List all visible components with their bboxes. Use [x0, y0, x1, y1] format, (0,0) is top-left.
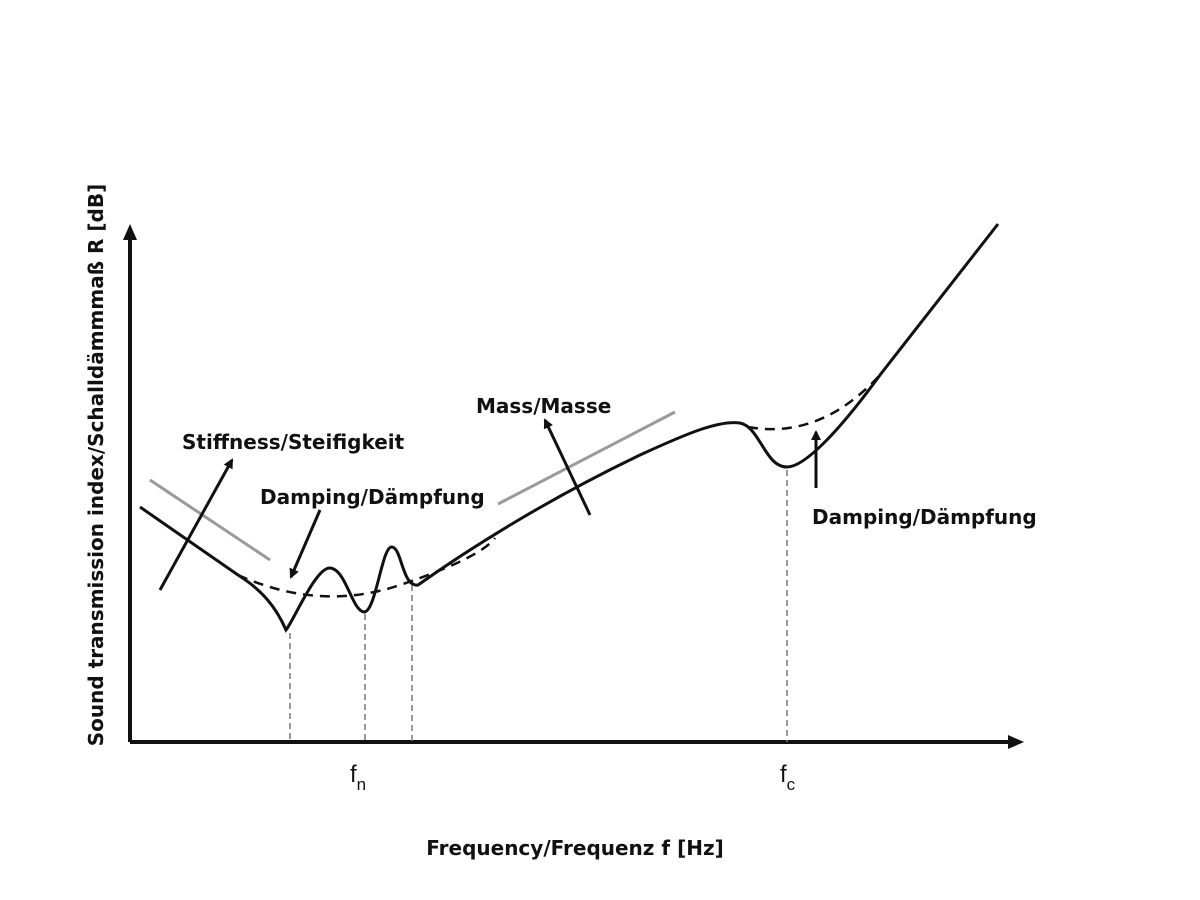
damped-curve-coincidence: [747, 374, 881, 431]
stiffness-arrow: [158, 458, 234, 591]
fc-subscript: c: [787, 775, 796, 794]
damping-left-arrow: [289, 509, 322, 579]
fc-marker: fc: [780, 761, 796, 794]
fn-base: f: [350, 761, 357, 788]
stiffness-guide-line: [149, 478, 271, 562]
mass-guide-line: [497, 410, 676, 506]
mass-label: Mass/Masse: [476, 394, 611, 418]
mass-arrow: [543, 418, 592, 516]
y-axis-arrow-icon: [123, 224, 137, 240]
stiffness-label: Stiffness/Steifigkeit: [182, 430, 405, 454]
damping-right-label: Damping/Dämpfung: [812, 505, 1037, 529]
damped-curve-low: [237, 537, 496, 598]
transmission-curve: [139, 223, 1000, 633]
fc-base: f: [780, 761, 787, 788]
y-axis-title: Sound transmission index/Schalldämmmaß R…: [84, 184, 108, 747]
fn-subscript: n: [357, 775, 366, 794]
damping-left-label: Damping/Dämpfung: [260, 485, 485, 509]
x-axis-arrow-icon: [1008, 735, 1024, 749]
fn-marker: fn: [350, 761, 366, 794]
x-axis-title: Frequency/Frequenz f [Hz]: [426, 836, 723, 860]
